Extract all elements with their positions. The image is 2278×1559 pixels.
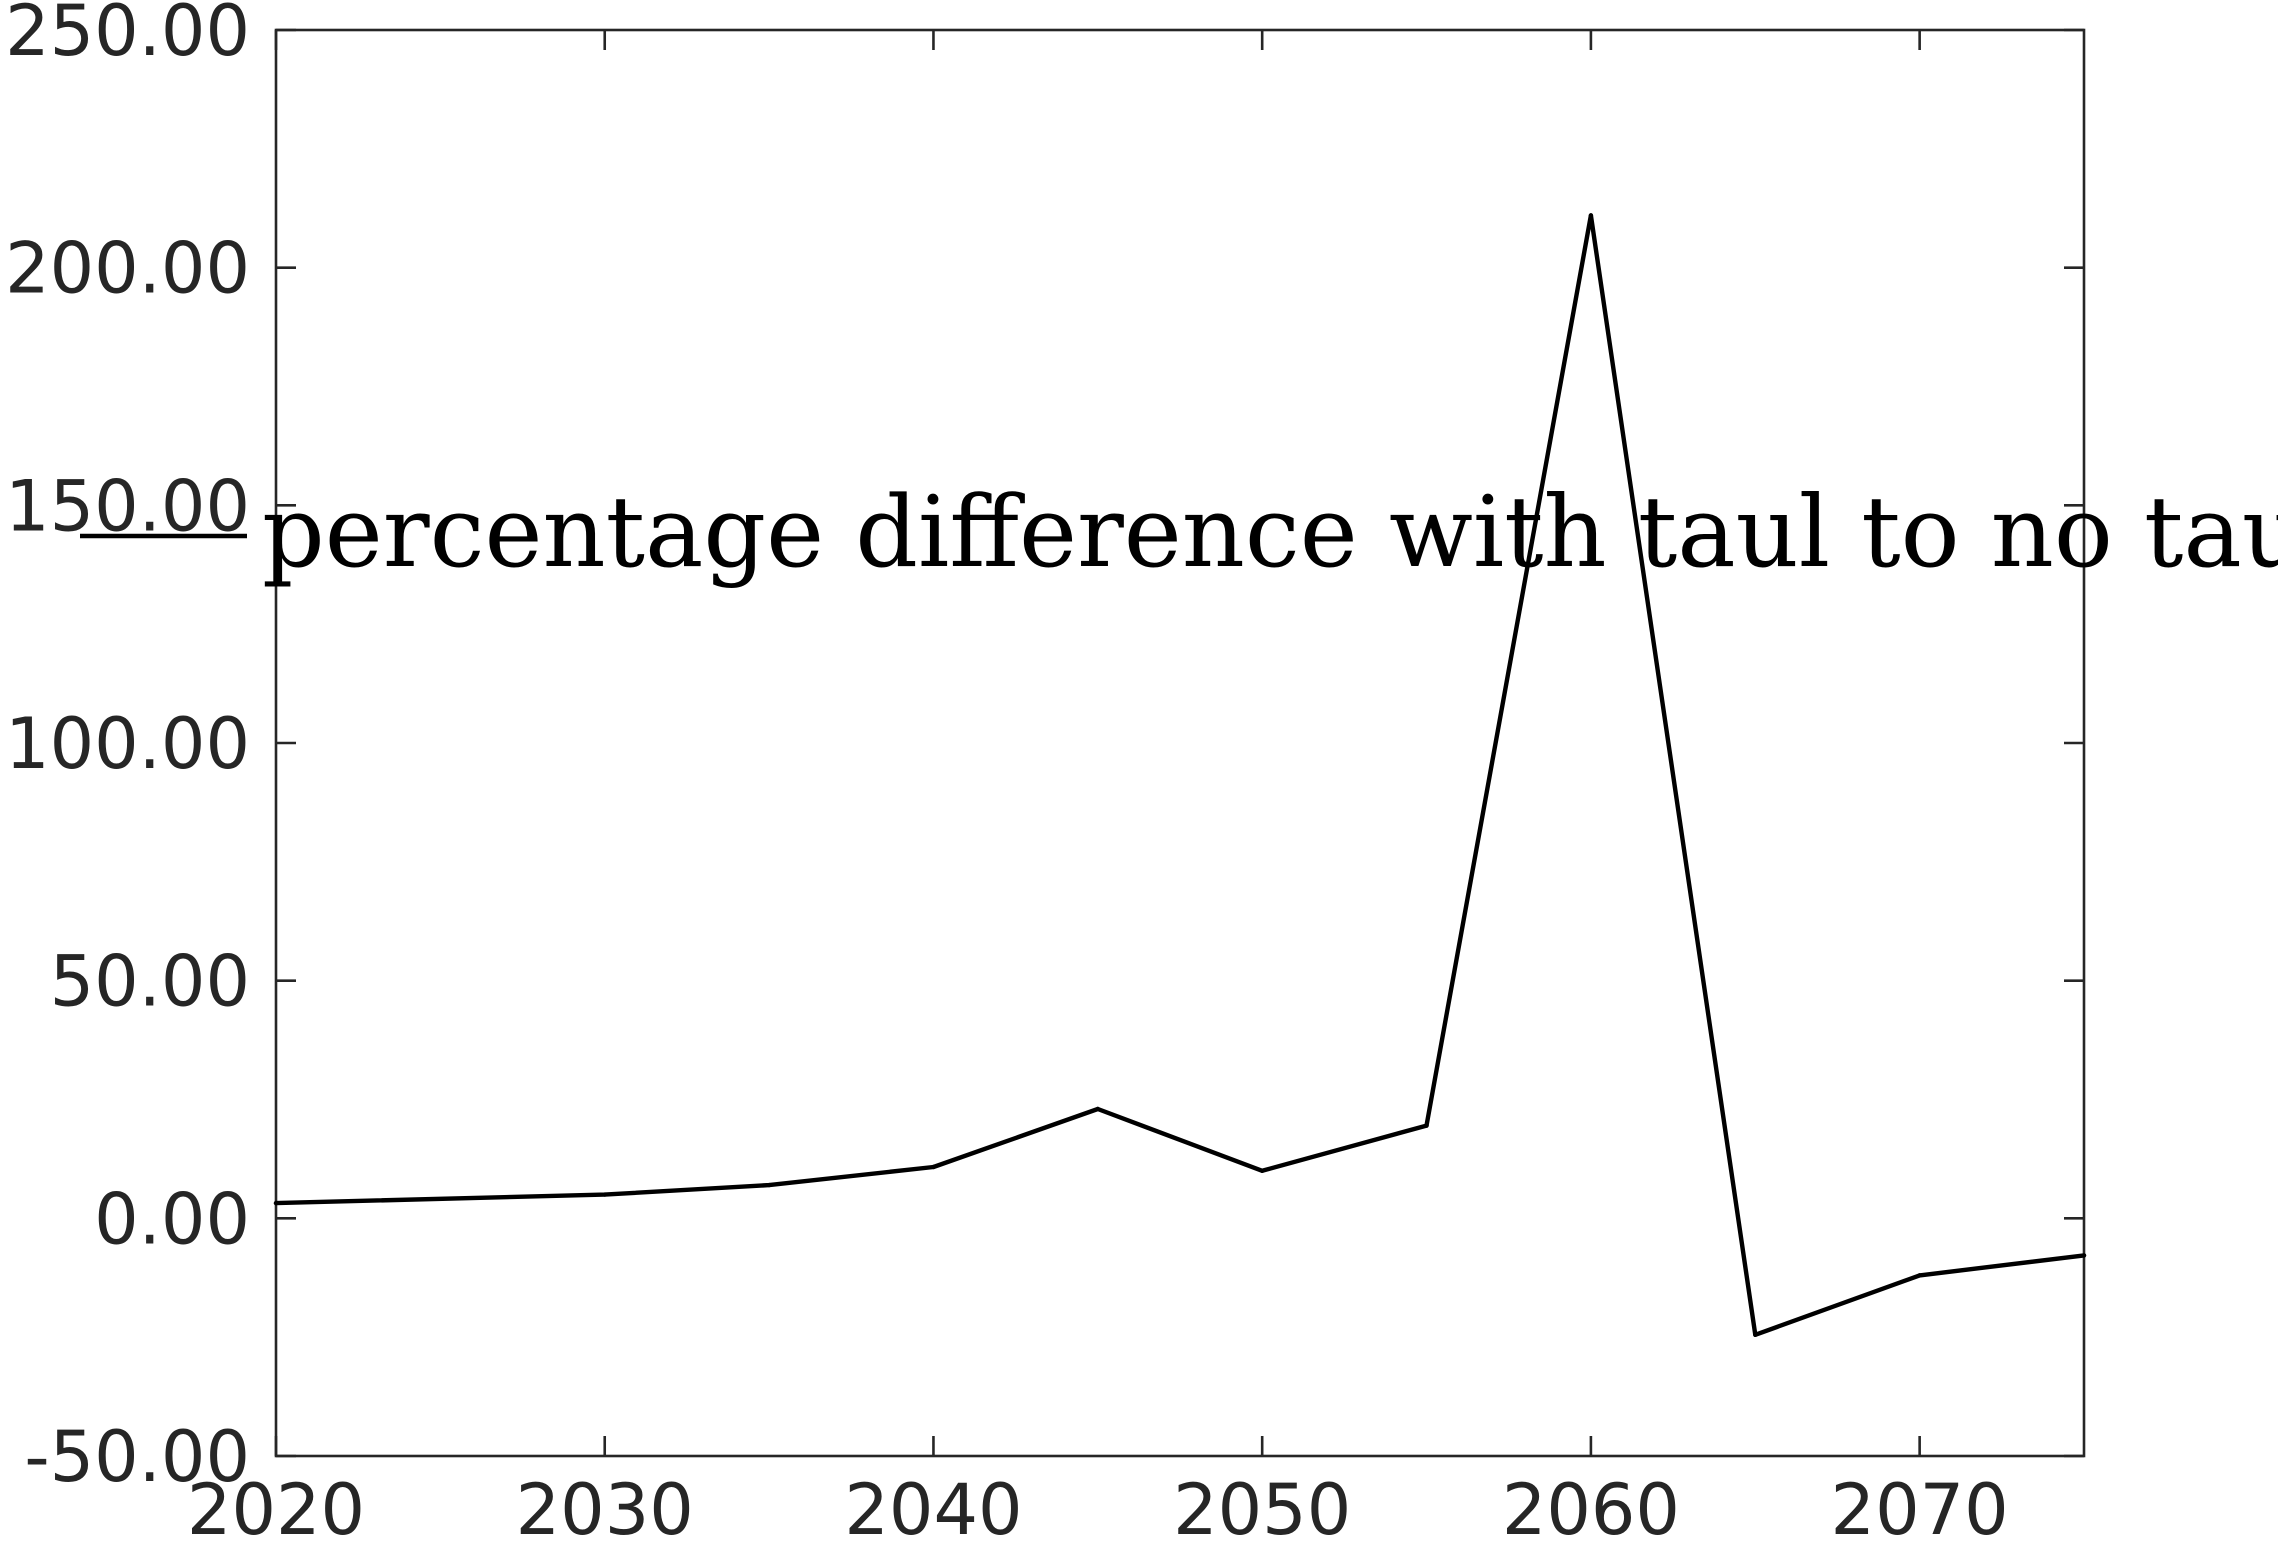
y-tick-label: -50.00 <box>24 1416 250 1498</box>
data-point <box>1917 1273 1922 1278</box>
data-point <box>1424 1123 1429 1128</box>
legend-label: percentage difference with taul to no ta… <box>262 476 2278 590</box>
y-tick-label: 0.00 <box>94 1178 250 1260</box>
y-tick-label: 150.00 <box>5 465 250 547</box>
x-tick-label: 2070 <box>1831 1469 2009 1551</box>
y-tick-label: 50.00 <box>50 941 250 1023</box>
data-point <box>931 1164 936 1170</box>
y-tick-label: 200.00 <box>5 228 250 310</box>
data-point <box>273 1200 279 1206</box>
data-point <box>1588 213 1594 218</box>
data-point <box>2081 1253 2087 1258</box>
data-point <box>602 1192 607 1197</box>
data-point <box>1095 1106 1101 1112</box>
series-line <box>273 213 2087 1338</box>
data-point <box>766 1182 772 1188</box>
x-tick-label: 2040 <box>844 1469 1022 1551</box>
y-tick-label: 100.00 <box>5 703 250 785</box>
data-point <box>1753 1332 1758 1337</box>
plot-area-frame <box>274 28 2086 1458</box>
x-tick-label: 2020 <box>187 1469 365 1551</box>
data-point <box>1259 1168 1265 1174</box>
x-tick-label: 2050 <box>1173 1469 1351 1551</box>
x-tick-label: 2060 <box>1502 1469 1680 1551</box>
x-tick-label: 2030 <box>516 1469 694 1551</box>
y-tick-label: 250.00 <box>5 0 250 72</box>
